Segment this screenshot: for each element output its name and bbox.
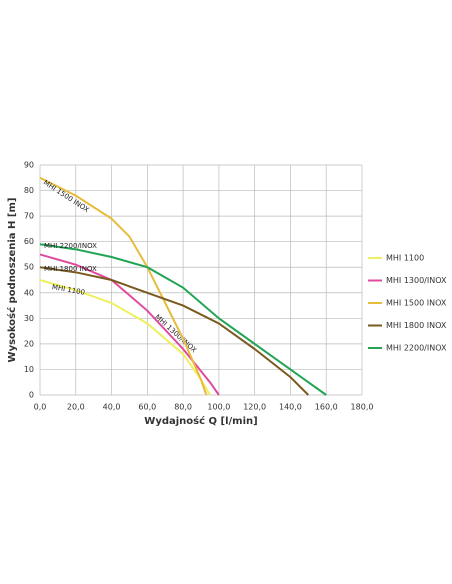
x-tick-label: 180,0 <box>351 403 374 412</box>
legend-label: MHI 1500 INOX <box>386 299 447 308</box>
legend-label: MHI 1300/INOX <box>386 276 447 285</box>
x-tick-label: 0,0 <box>34 403 47 412</box>
y-tick-label: 30 <box>24 314 34 323</box>
y-tick-label: 90 <box>24 161 34 170</box>
x-tick-label: 140,0 <box>279 403 302 412</box>
y-axis-title: Wysokość podnoszenia H [m] <box>6 198 18 363</box>
y-tick-label: 0 <box>29 391 34 400</box>
x-tick-label: 120,0 <box>243 403 266 412</box>
series-line <box>39 253 220 396</box>
x-tick-label: 40,0 <box>103 403 121 412</box>
x-tick-label: 20,0 <box>67 403 85 412</box>
series-line <box>39 266 310 396</box>
y-tick-label: 10 <box>24 365 34 374</box>
x-tick-label: 60,0 <box>138 403 156 412</box>
legend-label: MHI 1100 <box>386 254 424 263</box>
legend-label: MHI 1800 INOX <box>386 321 447 330</box>
series-line <box>39 243 327 396</box>
curve-label: MHI 1800 INOX <box>44 265 97 273</box>
y-tick-label: 50 <box>24 263 34 272</box>
curve-label: MHI 1500 INOX <box>42 179 91 215</box>
x-axis-title: Wydajność Q [l/min] <box>144 415 257 427</box>
y-tick-label: 60 <box>24 237 34 246</box>
curve-label: MHI 2200/INOX <box>44 242 97 250</box>
y-tick-label: 40 <box>24 288 34 297</box>
curve-label: MHI 1100 <box>51 283 85 297</box>
x-tick-label: 160,0 <box>315 403 338 412</box>
y-tick-label: 80 <box>24 186 34 195</box>
y-tick-label: 20 <box>24 339 34 348</box>
x-tick-label: 80,0 <box>174 403 192 412</box>
y-tick-label: 70 <box>24 212 34 221</box>
x-tick-label: 100,0 <box>207 403 230 412</box>
legend-label: MHI 2200/INOX <box>386 344 447 353</box>
